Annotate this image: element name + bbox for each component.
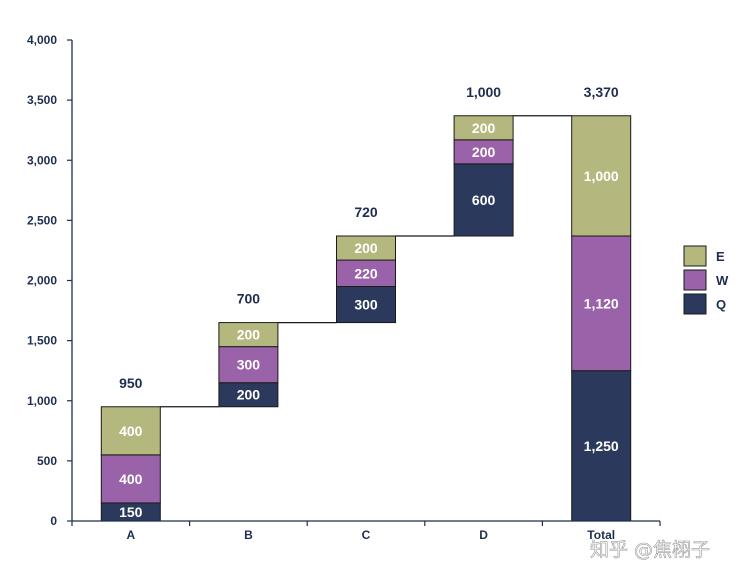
bar-segment-e-d (453, 115, 514, 141)
bar-total-label: 3,370 (584, 84, 619, 100)
y-tick-label: 1,000 (27, 394, 57, 408)
bar-segment-e-total (571, 115, 632, 237)
x-tick-label: B (244, 528, 253, 542)
segment-label: 1,120 (584, 295, 619, 311)
y-tick-label: 3,000 (27, 153, 57, 167)
bar-total-label: 1,000 (466, 84, 501, 100)
segment-label: 1,250 (584, 438, 619, 454)
legend: EWQ (683, 245, 729, 315)
segment-label: 400 (119, 471, 143, 487)
bar-segment-e-b (218, 322, 279, 348)
x-tick-label: C (362, 528, 371, 542)
bar-total-label: 720 (354, 204, 378, 220)
y-tick-label: 2,500 (27, 213, 57, 227)
bar-total-label: 700 (237, 291, 261, 307)
segment-label: 400 (119, 423, 143, 439)
y-tick-label: 0 (50, 514, 57, 528)
x-tick-label: A (126, 528, 135, 542)
y-tick-label: 3,500 (27, 93, 57, 107)
segment-label: 300 (354, 297, 378, 313)
segment-label: 200 (472, 144, 496, 160)
legend-label-e: E (716, 249, 725, 264)
bar-total-label: 950 (119, 375, 143, 391)
y-tick-label: 4,000 (27, 33, 57, 47)
legend-swatch-e (683, 245, 707, 267)
connector-lines (160, 115, 572, 408)
bar-segment-q-c (336, 286, 396, 324)
segment-label: 200 (237, 387, 261, 403)
legend-label-q: Q (716, 297, 726, 312)
segment-label: 200 (472, 120, 496, 136)
x-tick-label: Total (587, 528, 615, 542)
bars-layer: 150 400 400 950 200 300 200 700 300 220 200 720 600 2… (100, 84, 632, 522)
bar-segment-q-b (218, 382, 279, 408)
legend-swatch-q (683, 293, 707, 315)
bar-segment-w-a (100, 454, 161, 504)
bar-segment-w-b (218, 346, 279, 384)
segment-label: 1,000 (584, 168, 619, 184)
segment-label: 300 (237, 357, 261, 373)
segment-label: 200 (237, 327, 261, 343)
y-tick-label: 1,500 (27, 334, 57, 348)
segment-label: 220 (354, 265, 378, 281)
segment-label: 600 (472, 192, 496, 208)
bar-segment-q-total (571, 370, 632, 522)
y-tick-label: 500 (37, 454, 57, 468)
y-tick-label: 2,000 (27, 274, 57, 288)
bar-segment-w-total (571, 235, 632, 372)
legend-swatch-w (683, 269, 707, 291)
watermark: 知乎 @焦栩子 (590, 539, 710, 561)
legend-label-w: W (716, 273, 729, 288)
bar-segment-e-a (100, 406, 161, 456)
bar-segment-e-c (336, 235, 396, 261)
bar-segment-q-d (453, 163, 514, 237)
axes: 0 500 1,000 1,500 2,000 2,500 3,000 3,500 4,000 A… (27, 33, 661, 542)
segment-label: 150 (119, 504, 143, 520)
segment-label: 200 (354, 240, 378, 256)
x-tick-label: D (479, 528, 488, 542)
bar-segment-w-c (336, 259, 396, 288)
